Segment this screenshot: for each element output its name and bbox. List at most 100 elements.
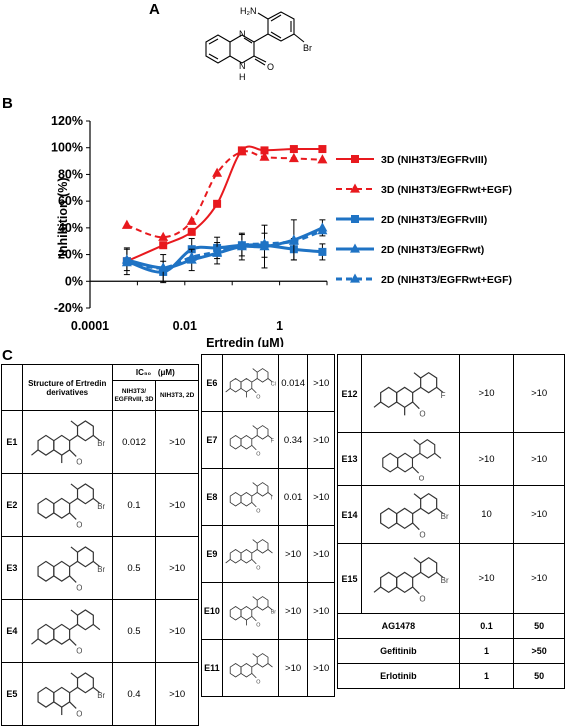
data-point [351,155,359,163]
col-2d-header: NIH3T3, 2D [155,380,199,411]
data-point [350,243,360,253]
x-tick-label: 0.01 [173,319,197,333]
legend-label: 2D (NIH3T3/EGFRvIII) [381,214,487,226]
ic50-3d-value: 0.5 [111,599,157,663]
svg-text:Cl: Cl [271,382,276,388]
svg-text:O: O [419,473,425,482]
ic50-2d-value: >10 [307,525,335,583]
x-tick-label: 1 [276,319,283,333]
ic50-2d-value: >10 [155,410,199,474]
data-point [212,246,223,256]
table-row: E9 O >10 >10 [201,525,335,583]
data-point [236,239,247,249]
control-ic50-2d: 50 [513,663,565,689]
table-row: E14 Br O 10 >10 [337,485,565,544]
table-row: E13 O >10 >10 [337,432,565,486]
ic50-3d-value: 0.4 [111,662,157,726]
svg-text:O: O [76,709,82,718]
compound-structure: O [221,639,279,697]
table-row: E8 I O 0.01 >10 [201,468,335,526]
ic50-2d-value: >10 [155,662,199,726]
svg-text:O: O [257,451,261,457]
ic50-3d-value: 0.012 [111,410,157,474]
derivatives-table-1: Structure of Ertredin derivatives IC₅₀ (… [1,364,200,726]
ic50-3d-value: >10 [277,582,309,640]
amine-label: H₂N [240,6,257,16]
table-row: E10 Br O >10 >10 [201,582,335,640]
panel-label-c: C [2,347,13,364]
ic50-2d-value: >10 [513,432,565,486]
svg-text:Br: Br [97,691,105,700]
y-tick-label: -20% [54,301,83,315]
series-2 [121,146,328,241]
ic50-2d-value: >10 [307,411,335,469]
svg-text:F: F [441,391,446,400]
data-point [158,262,169,272]
compound-id: E2 [1,473,23,537]
ic50-2d-value: >10 [307,639,335,697]
compound-id: E6 [201,354,223,412]
nitrogen-label-top: N [239,29,246,39]
control-name: AG1478 [337,613,460,639]
x-axis-label: Ertredin (μM) [206,336,284,347]
chart-axes: -20% 0% 20% 40% 60% 80% 100% 120% 0.0001 0.01 1 [51,114,328,333]
control-ic50-3d: 1 [458,638,515,664]
svg-text:Br: Br [271,610,277,616]
legend-item: 2D (NIH3T3/EGFRwt) [336,243,484,256]
compound-id: E8 [201,468,223,526]
ic50-3d-value: >10 [458,543,515,614]
y-tick-label: 0% [65,274,83,288]
y-tick-label: 80% [58,167,83,181]
data-point [186,251,197,261]
data-point [121,219,132,229]
derivatives-table-3: E12 F O >10 >10 E13 O >10 >10 E14 Br O 10 >10 E15 Br O >1… [337,354,565,689]
control-ic50-3d: 0.1 [458,613,515,639]
control-name: Gefitinib [337,638,460,664]
legend-label: 2D (NIH3T3/EGFRwt) [381,244,484,256]
data-point [318,145,327,154]
svg-text:O: O [420,530,426,539]
table-row: E4 O 0.5 >10 [1,599,199,663]
y-tick-label: 120% [51,114,83,128]
compound-id: E1 [1,410,23,474]
x-tick-label: 0.0001 [71,319,109,333]
legend-item: 2D (NIH3T3/EGFRvIII) [336,214,487,226]
compound-id: E3 [1,536,23,600]
svg-text:O: O [257,565,261,571]
table-row: E7 F O 0.34 >10 [201,411,335,469]
col-3d-header: NIH3T3/ EGFRvIII, 3D [111,380,157,411]
corner-cell [1,364,23,411]
ic50-2d-value: >10 [513,485,565,544]
structure-header: Structure of Ertredin derivatives [21,364,113,411]
data-point [317,154,328,164]
data-point [213,199,222,208]
svg-text:Br: Br [97,502,105,511]
y-tick-label: 20% [58,248,83,262]
y-tick-label: 60% [58,194,83,208]
ic50-2d-value: >10 [307,468,335,526]
data-point [212,167,223,177]
ic50-3d-value: >10 [458,354,515,433]
bromine-label: Br [303,43,312,53]
compound-id: E13 [337,432,362,486]
compound-id: E11 [201,639,223,697]
compound-structure: Br O [21,536,113,600]
data-point [351,215,359,223]
control-ic50-2d: >50 [513,638,565,664]
svg-text:O: O [76,457,82,466]
hydrogen-label: H [239,72,246,82]
data-point [121,257,132,267]
data-point [158,231,169,241]
data-point [186,215,197,225]
control-row: Erlotinib 1 50 [337,663,565,689]
data-point [288,235,299,245]
compound-id: E10 [201,582,223,640]
data-point [187,227,196,236]
data-point [350,183,360,193]
ic50-2d-value: >10 [155,599,199,663]
control-row: AG1478 0.1 50 [337,613,565,639]
ic50-3d-value: 0.01 [277,468,309,526]
data-point [259,238,270,248]
table-row: E6 Cl O 0.014 >10 [201,354,335,412]
compound-structure: Br O [21,473,113,537]
